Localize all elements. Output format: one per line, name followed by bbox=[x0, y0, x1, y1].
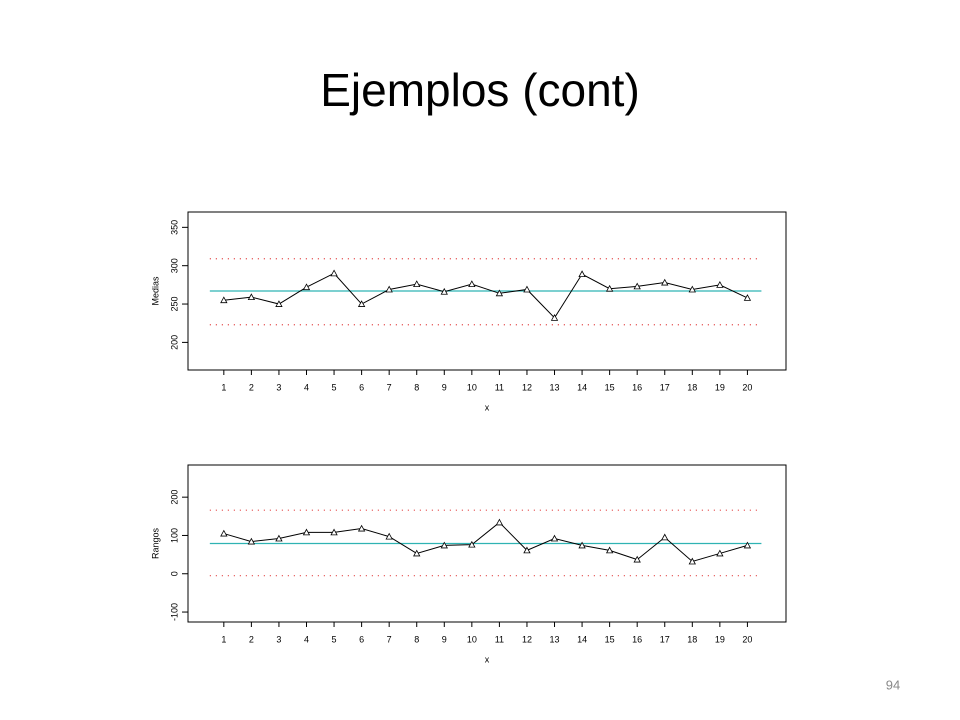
y-axis-label: Medias bbox=[150, 276, 160, 306]
x-tick-label: 11 bbox=[495, 634, 504, 644]
point-marker bbox=[743, 294, 752, 301]
point-marker bbox=[688, 285, 696, 293]
point-marker bbox=[413, 280, 421, 287]
point-marker bbox=[688, 557, 696, 565]
slide-title: Ejemplos (cont) bbox=[320, 64, 640, 116]
y-tick-label: 200 bbox=[169, 490, 179, 505]
y-tick-label: 350 bbox=[169, 220, 179, 235]
x-tick-label: 20 bbox=[742, 382, 752, 392]
point-marker bbox=[220, 296, 228, 304]
point-marker bbox=[220, 529, 228, 537]
point-marker bbox=[716, 281, 724, 288]
y-tick-label: 300 bbox=[169, 258, 179, 273]
x-axis-label: x bbox=[485, 654, 490, 664]
point-marker bbox=[468, 280, 476, 287]
point-marker bbox=[385, 532, 393, 540]
x-tick-label: 13 bbox=[550, 634, 560, 644]
x-tick-label: 13 bbox=[550, 382, 560, 392]
point-marker bbox=[275, 300, 283, 307]
x-tick-label: 17 bbox=[660, 382, 670, 392]
x-tick-label: 9 bbox=[442, 634, 447, 644]
page-number: 94 bbox=[886, 677, 900, 692]
x-tick-label: 20 bbox=[742, 634, 752, 644]
x-tick-label: 17 bbox=[660, 634, 670, 644]
x-tick-label: 5 bbox=[332, 382, 337, 392]
point-marker bbox=[743, 541, 752, 549]
x-tick-label: 1 bbox=[221, 382, 226, 392]
point-marker bbox=[605, 284, 614, 292]
x-tick-label: 19 bbox=[715, 382, 725, 392]
x-tick-label: 16 bbox=[632, 634, 642, 644]
x-tick-label: 6 bbox=[359, 382, 364, 392]
x-tick-label: 18 bbox=[687, 634, 697, 644]
x-tick-label: 4 bbox=[304, 382, 309, 392]
y-tick-label: 100 bbox=[169, 528, 179, 543]
point-marker bbox=[578, 270, 586, 278]
point-marker bbox=[661, 533, 669, 541]
point-marker bbox=[605, 546, 614, 554]
x-tick-label: 12 bbox=[522, 634, 532, 644]
y-tick-label: 200 bbox=[169, 335, 179, 350]
point-marker bbox=[302, 528, 311, 536]
x-tick-label: 10 bbox=[467, 634, 477, 644]
x-tick-label: 5 bbox=[332, 634, 337, 644]
point-marker bbox=[550, 534, 559, 542]
point-marker bbox=[578, 541, 586, 549]
x-tick-label: 8 bbox=[414, 382, 419, 392]
x-tick-label: 14 bbox=[577, 634, 587, 644]
x-tick-label: 10 bbox=[467, 382, 477, 392]
point-marker bbox=[302, 283, 311, 291]
point-marker bbox=[440, 287, 448, 295]
point-marker bbox=[440, 541, 448, 549]
x-tick-label: 3 bbox=[276, 634, 281, 644]
y-axis-label: Rangos bbox=[150, 527, 160, 559]
point-marker bbox=[550, 314, 559, 321]
x-tick-label: 11 bbox=[495, 382, 504, 392]
x-tick-label: 12 bbox=[522, 382, 532, 392]
y-tick-label: 250 bbox=[169, 297, 179, 312]
y-tick-label: 0 bbox=[169, 571, 179, 576]
point-marker bbox=[633, 555, 641, 563]
point-marker bbox=[247, 537, 256, 545]
series-line bbox=[223, 521, 748, 563]
x-tick-label: 14 bbox=[577, 382, 587, 392]
point-marker bbox=[661, 278, 669, 286]
x-tick-label: 3 bbox=[276, 382, 281, 392]
point-marker bbox=[330, 528, 338, 536]
point-marker bbox=[468, 540, 476, 548]
x-tick-label: 16 bbox=[632, 382, 642, 392]
point-marker bbox=[413, 549, 421, 557]
point-marker bbox=[716, 549, 724, 557]
point-marker bbox=[633, 282, 641, 290]
point-marker bbox=[385, 285, 393, 293]
x-tick-label: 15 bbox=[605, 634, 615, 644]
point-marker bbox=[275, 534, 283, 542]
x-axis-label: x bbox=[485, 402, 490, 412]
point-marker bbox=[330, 269, 338, 277]
point-marker bbox=[247, 293, 256, 301]
y-tick-label: -100 bbox=[169, 603, 179, 621]
series-line bbox=[223, 272, 748, 319]
plot-frame bbox=[187, 464, 787, 623]
point-marker bbox=[523, 546, 531, 554]
x-tick-label: 15 bbox=[605, 382, 615, 392]
x-tick-label: 6 bbox=[359, 634, 364, 644]
point-marker bbox=[495, 518, 504, 526]
x-tick-label: 7 bbox=[387, 382, 392, 392]
x-tick-label: 19 bbox=[715, 634, 725, 644]
x-tick-label: 18 bbox=[687, 382, 697, 392]
plot-frame bbox=[187, 211, 787, 371]
x-tick-label: 2 bbox=[249, 634, 254, 644]
point-marker bbox=[523, 285, 531, 293]
point-marker bbox=[357, 300, 366, 307]
x-tick-label: 9 bbox=[442, 382, 447, 392]
x-tick-label: 2 bbox=[249, 382, 254, 392]
x-tick-label: 8 bbox=[414, 634, 419, 644]
point-marker bbox=[357, 524, 366, 532]
x-tick-label: 4 bbox=[304, 634, 309, 644]
x-tick-label: 1 bbox=[221, 634, 226, 644]
point-marker bbox=[495, 289, 504, 297]
x-tick-label: 7 bbox=[387, 634, 392, 644]
